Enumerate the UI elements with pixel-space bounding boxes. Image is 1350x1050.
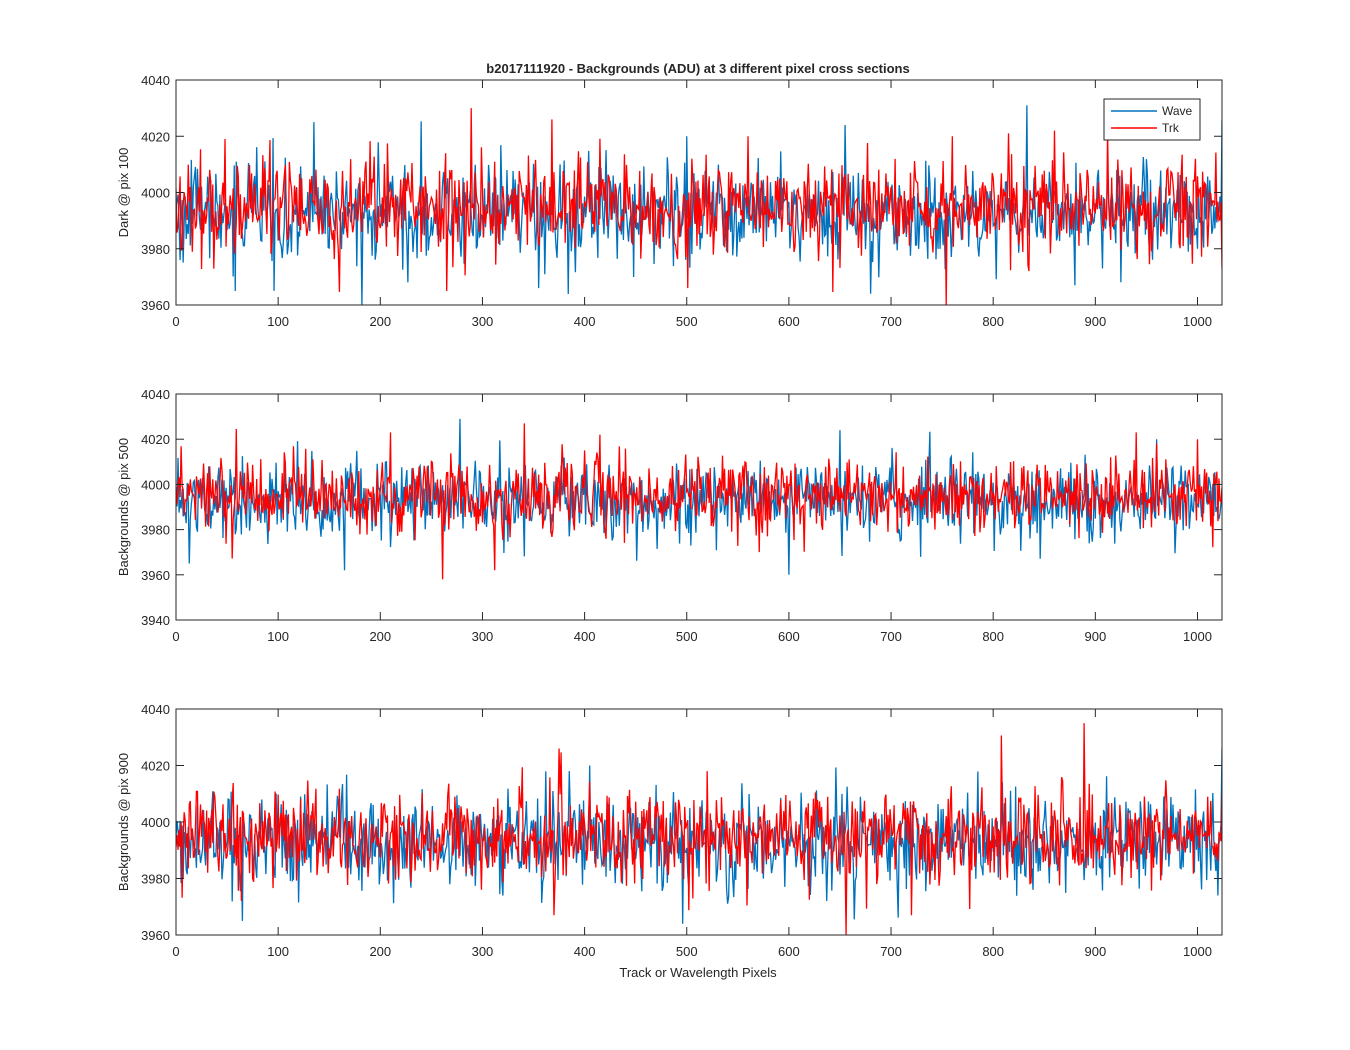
x-tick-label: 0 — [172, 629, 179, 644]
y-axis-label-2: Backgrounds @ pix 500 — [116, 438, 131, 576]
x-tick-label: 100 — [267, 944, 289, 959]
x-tick-label: 600 — [778, 944, 800, 959]
plot-area-3 — [176, 709, 1222, 935]
y-tick-label: 3960 — [141, 568, 170, 583]
x-tick-label: 800 — [982, 944, 1004, 959]
x-tick-label: 900 — [1084, 629, 1106, 644]
y-axis-label-1: Dark @ pix 100 — [116, 148, 131, 238]
x-tick-label: 400 — [574, 629, 596, 644]
y-tick-label: 3960 — [141, 928, 170, 943]
x-tick-label: 800 — [982, 314, 1004, 329]
legend: Wave Trk — [1103, 98, 1201, 141]
x-tick-label: 200 — [369, 629, 391, 644]
legend-box — [1103, 98, 1201, 141]
x-tick-label: 700 — [880, 314, 902, 329]
x-tick-label: 100 — [267, 314, 289, 329]
x-tick-label: 700 — [880, 944, 902, 959]
legend-label-wave: Wave — [1162, 104, 1193, 118]
x-tick-label: 400 — [574, 314, 596, 329]
y-axis-label-3: Backgrounds @ pix 900 — [116, 753, 131, 891]
y-tick-label: 4040 — [141, 387, 170, 402]
series-line-trk-1 — [176, 108, 1222, 305]
x-axis-label: Track or Wavelength Pixels — [619, 965, 777, 980]
x-tick-label: 300 — [472, 314, 494, 329]
x-tick-label: 600 — [778, 314, 800, 329]
y-tick-label: 3960 — [141, 298, 170, 313]
x-tick-label: 500 — [676, 314, 698, 329]
x-tick-label: 100 — [267, 629, 289, 644]
y-tick-label: 3980 — [141, 242, 170, 257]
x-tick-label: 200 — [369, 314, 391, 329]
series-line-trk-3 — [176, 723, 1222, 935]
subplot-3: 0 100 200 300 400 500 600 700 800 900 1000 3960 3980… — [116, 702, 1223, 959]
x-tick-label: 0 — [172, 314, 179, 329]
y-tick-label: 3940 — [141, 613, 170, 628]
x-tick-label: 1000 — [1183, 314, 1212, 329]
figure-title: b2017111920 - Backgrounds (ADU) at 3 dif… — [486, 61, 909, 76]
x-tick-label: 700 — [880, 629, 902, 644]
series-line-trk-2 — [176, 423, 1222, 580]
subplot-2: 0 100 200 300 400 500 600 700 800 900 1000 3940 3960… — [116, 387, 1223, 644]
x-tick-label: 200 — [369, 944, 391, 959]
x-tick-label: 900 — [1084, 944, 1106, 959]
y-tick-label: 4020 — [141, 432, 170, 447]
x-tick-label: 800 — [982, 629, 1004, 644]
x-tick-label: 300 — [472, 629, 494, 644]
y-tick-label: 4020 — [141, 129, 170, 144]
y-tick-label: 4040 — [141, 702, 170, 717]
y-tick-label: 4020 — [141, 759, 170, 774]
y-tick-label: 4000 — [141, 815, 170, 830]
y-tick-label: 3980 — [141, 523, 170, 538]
subplot-1: 0 100 200 300 400 500 600 700 800 900 1000 3960 3980… — [116, 73, 1223, 329]
axes-frame-2 — [175, 393, 1223, 621]
x-tick-label: 900 — [1084, 314, 1106, 329]
series-line-wave-2 — [176, 418, 1222, 575]
y-tick-label: 3980 — [141, 872, 170, 887]
y-tick-label: 4040 — [141, 73, 170, 88]
y-tick-label: 4000 — [141, 477, 170, 492]
x-tick-label: 500 — [676, 629, 698, 644]
x-tick-label: 400 — [574, 944, 596, 959]
x-tick-label: 500 — [676, 944, 698, 959]
x-tick-label: 1000 — [1183, 944, 1212, 959]
x-tick-label: 300 — [472, 944, 494, 959]
x-tick-label: 0 — [172, 944, 179, 959]
subplots: 0 100 200 300 400 500 600 700 800 900 100039603980… — [116, 73, 1223, 959]
x-tick-label: 1000 — [1183, 629, 1212, 644]
y-tick-label: 4000 — [141, 186, 170, 201]
legend-label-trk: Trk — [1162, 121, 1180, 135]
x-tick-label: 600 — [778, 629, 800, 644]
